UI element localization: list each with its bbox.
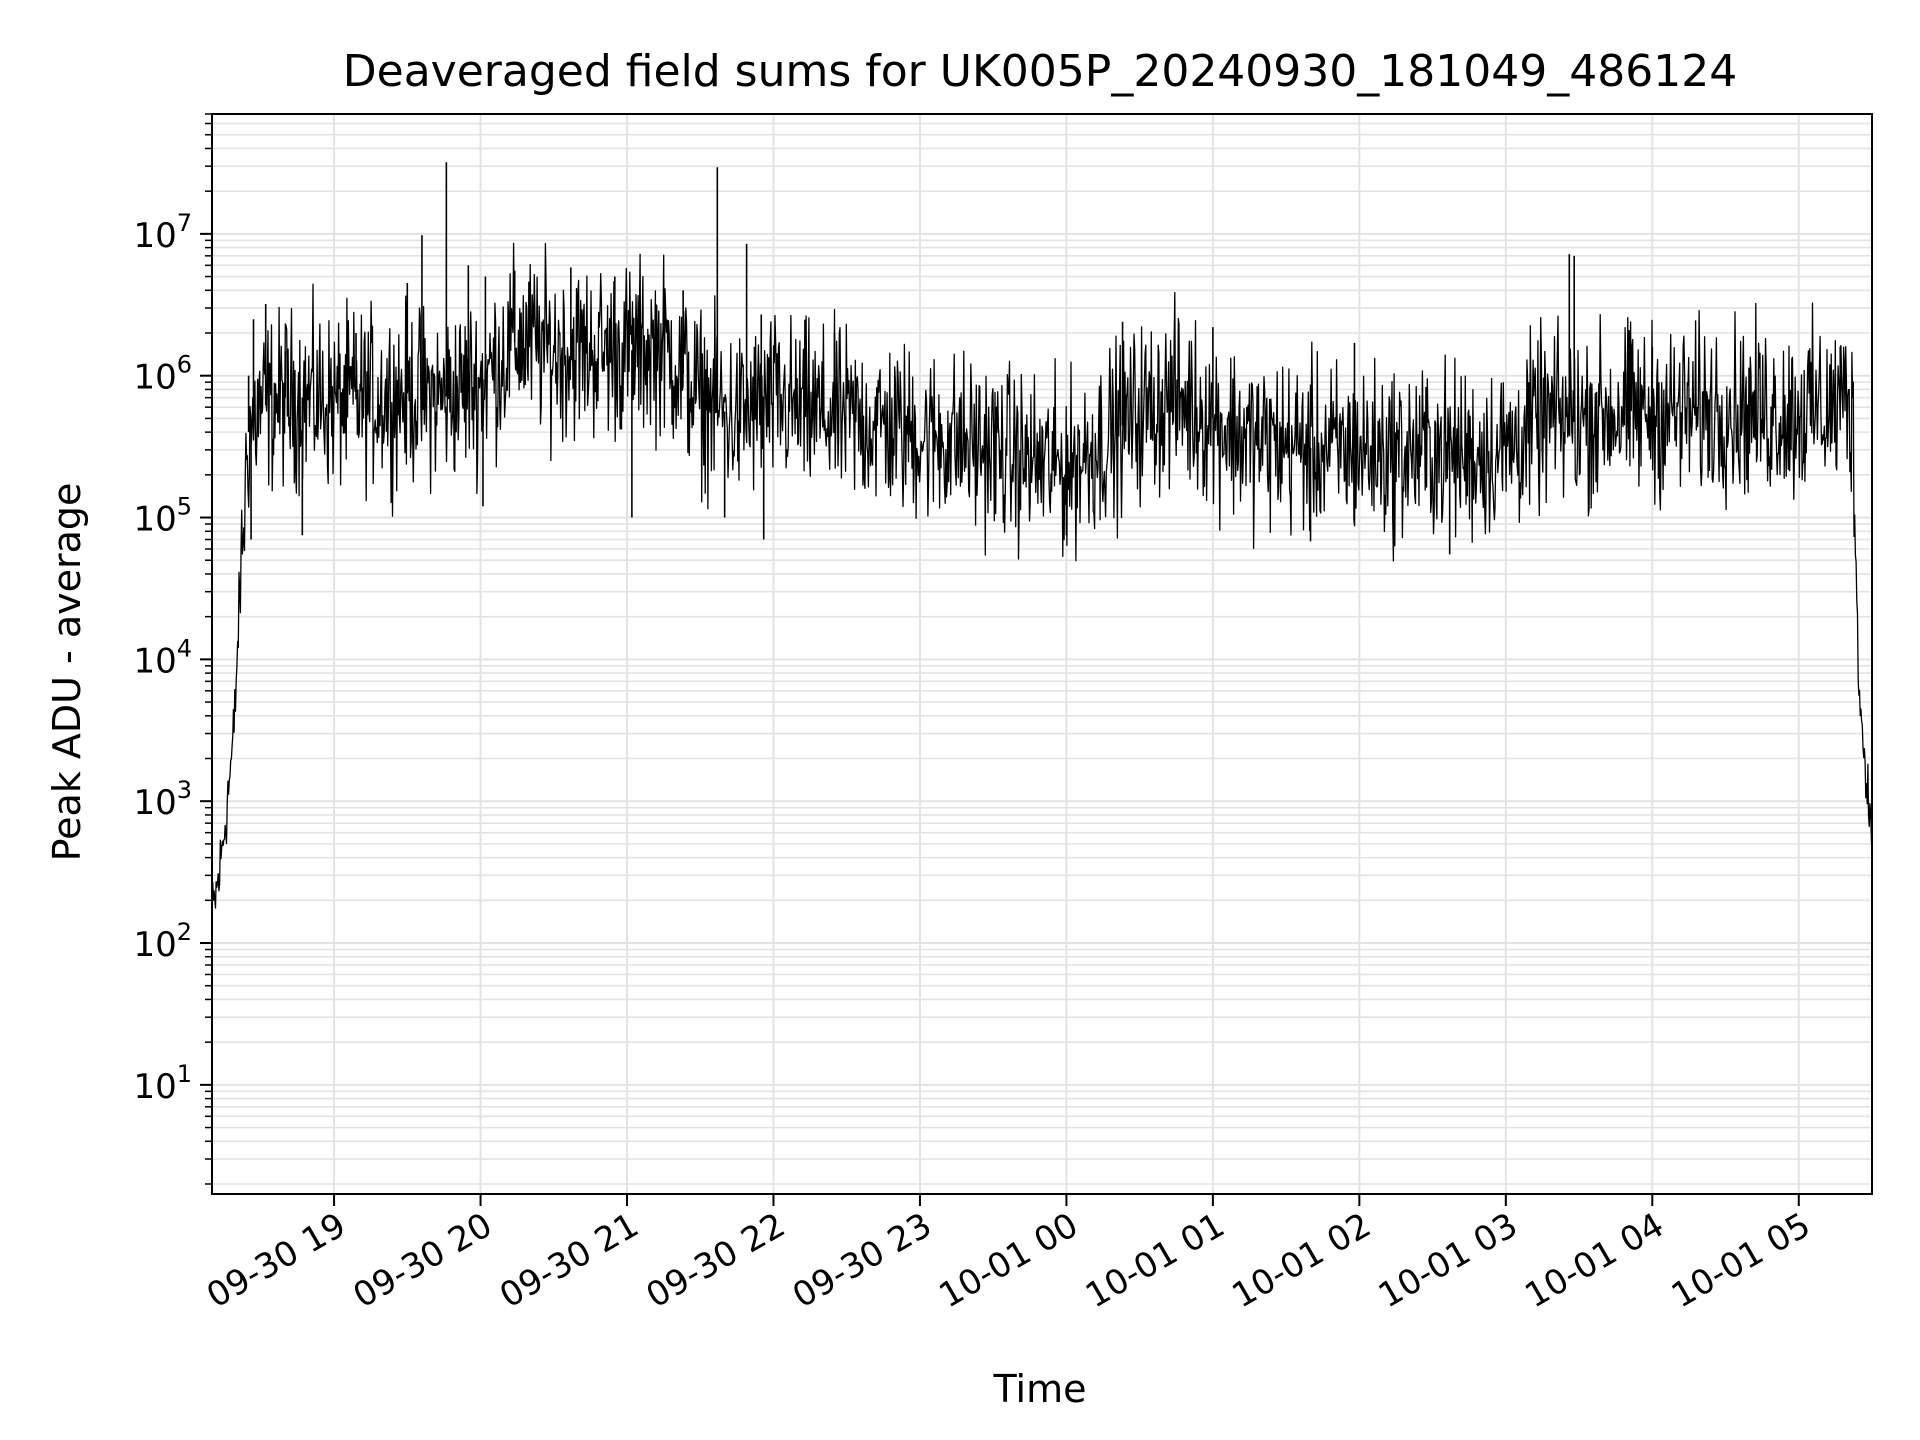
y-tick-base: 10 <box>133 1067 176 1107</box>
y-tick-exponent: 6 <box>177 351 192 379</box>
series-line <box>211 242 1873 915</box>
y-tick-label: 102 <box>133 918 192 965</box>
y-tick-exponent: 2 <box>177 918 192 946</box>
y-tick-base: 10 <box>133 216 176 256</box>
x-axis-label: Time <box>993 1367 1087 1411</box>
y-tick-exponent: 4 <box>177 634 192 662</box>
y-tick-label: 104 <box>133 634 192 681</box>
y-tick-base: 10 <box>133 500 176 540</box>
y-tick-exponent: 7 <box>177 209 192 237</box>
y-tick-exponent: 1 <box>177 1060 192 1088</box>
y-tick-exponent: 3 <box>177 776 192 804</box>
y-tick-base: 10 <box>133 925 176 965</box>
grid <box>212 113 1872 1194</box>
y-tick-base: 10 <box>133 641 176 681</box>
y-tick-label: 101 <box>133 1060 192 1107</box>
y-tick-label: 103 <box>133 776 192 823</box>
series-layer <box>211 162 1873 915</box>
y-tick-label: 105 <box>133 493 192 540</box>
chart-title: Deaveraged field sums for UK005P_2024093… <box>343 46 1737 97</box>
y-tick-label: 106 <box>133 351 192 398</box>
y-axis-label: Peak ADU - average <box>45 483 89 862</box>
axes-frame <box>211 113 1873 1195</box>
y-tick-base: 10 <box>133 358 176 398</box>
y-tick-exponent: 5 <box>177 493 192 521</box>
y-tick-label: 107 <box>133 209 192 256</box>
y-tick-base: 10 <box>133 783 176 823</box>
